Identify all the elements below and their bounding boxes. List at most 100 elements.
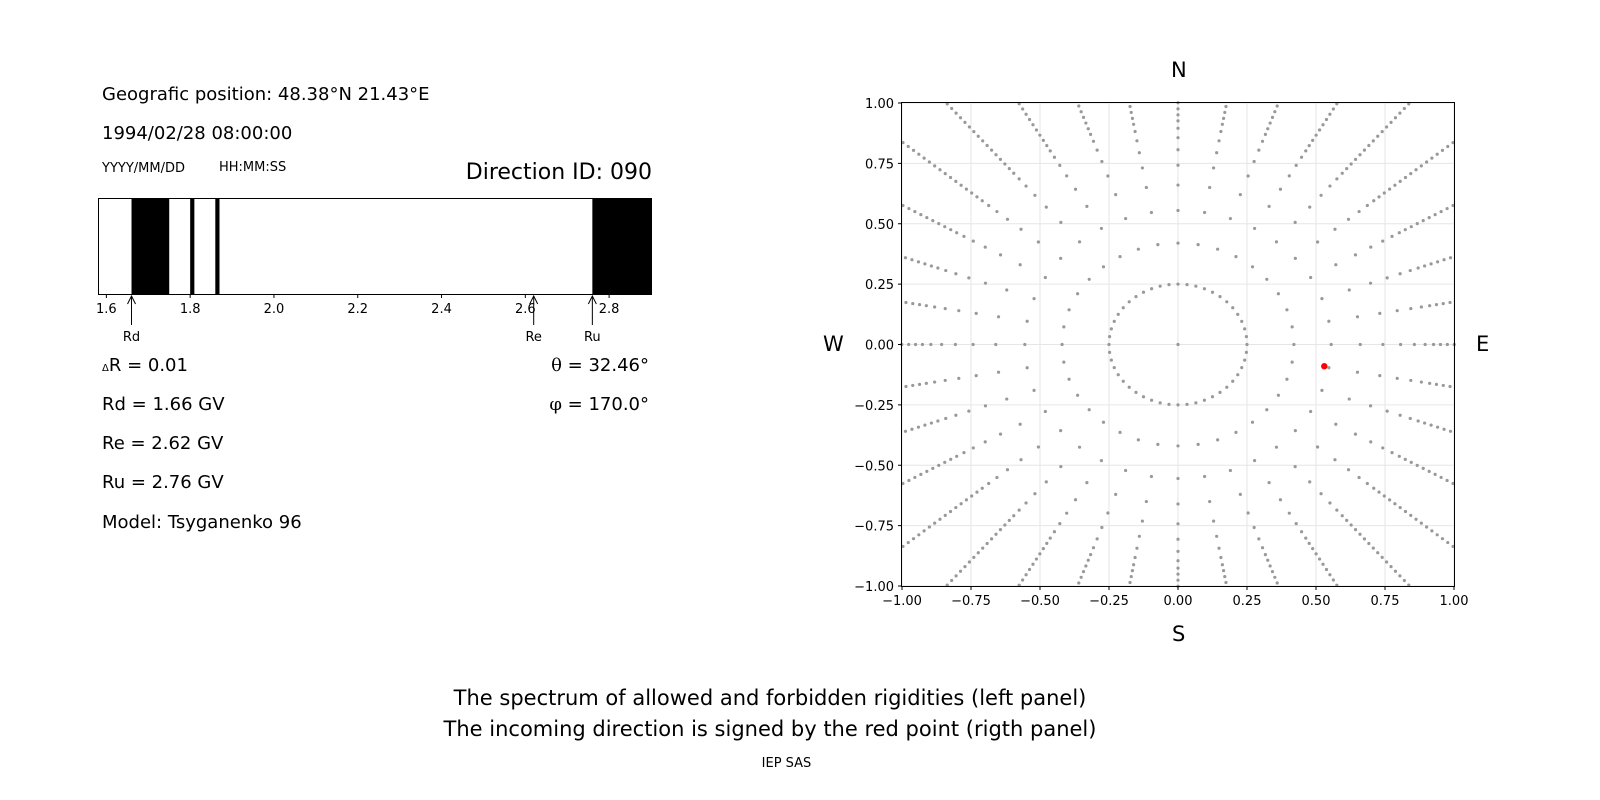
grid-point — [1425, 525, 1429, 529]
grid-point — [1021, 578, 1025, 582]
grid-point — [1266, 558, 1270, 562]
grid-point — [970, 191, 974, 195]
grid-point — [989, 537, 994, 541]
marker-label: Rd — [123, 330, 140, 345]
grid-point — [1034, 128, 1039, 132]
grid-point — [1224, 104, 1228, 109]
marker-label: Re — [525, 330, 541, 345]
grid-point — [937, 463, 941, 467]
rd-value: Rd = 1.66 GV — [102, 394, 225, 415]
caption-line-1: The spectrum of allowed and forbidden ri… — [453, 686, 1087, 710]
grid-point — [1109, 327, 1113, 331]
grid-point — [1257, 148, 1261, 152]
grid-point — [1407, 102, 1411, 106]
grid-point — [901, 481, 905, 486]
grid-point — [957, 376, 961, 380]
grid-point — [1268, 564, 1272, 568]
grid-point — [1176, 119, 1180, 123]
grid-point — [1024, 184, 1028, 188]
grid-point — [981, 546, 985, 550]
grid-point — [1278, 187, 1283, 191]
grid-point — [943, 460, 947, 464]
grid-point — [1398, 413, 1402, 417]
grid-point — [1130, 116, 1135, 120]
grid-point — [1250, 265, 1255, 269]
grid-point — [1118, 255, 1122, 259]
grid-point — [1136, 438, 1140, 442]
grid-point — [1114, 193, 1118, 197]
grid-point — [1368, 281, 1373, 285]
grid-point — [922, 156, 926, 160]
grid-point — [1409, 378, 1413, 383]
grid-point — [916, 260, 921, 264]
grid-point — [1308, 205, 1312, 209]
grid-point — [1176, 572, 1180, 576]
grid-point — [1067, 308, 1071, 312]
grid-point — [901, 140, 905, 145]
grid-point — [1252, 525, 1256, 530]
grid-point — [1087, 277, 1091, 281]
forbidden-band — [131, 198, 170, 294]
grid-point — [1358, 532, 1362, 536]
grid-point — [1228, 468, 1232, 473]
grid-point — [1304, 149, 1308, 153]
grid-point — [903, 256, 908, 260]
x-tick-label: 1.00 — [1440, 594, 1469, 609]
phi-value: φ = 170.0° — [549, 394, 649, 415]
grid-point — [1421, 466, 1425, 470]
y-tick-label: 0.25 — [865, 278, 894, 293]
grid-point — [1086, 558, 1090, 562]
grid-point — [1357, 209, 1361, 214]
grid-point — [949, 457, 953, 461]
grid-point — [1445, 478, 1449, 483]
grid-point — [1388, 187, 1392, 191]
grid-point — [1124, 468, 1128, 473]
grid-point — [983, 404, 988, 408]
grid-point — [945, 583, 949, 587]
grid-point — [1349, 523, 1353, 527]
grid-point — [1439, 209, 1443, 214]
grid-point — [1246, 511, 1250, 515]
grid-point — [1045, 144, 1049, 148]
grid-point — [1316, 240, 1320, 244]
grid-point — [925, 216, 929, 220]
grid-point — [1362, 537, 1367, 541]
grid-point — [1211, 166, 1216, 170]
grid-point — [1017, 177, 1021, 181]
grid-point — [1380, 555, 1384, 560]
grid-point — [1202, 210, 1207, 215]
grid-point — [1048, 536, 1052, 540]
grid-point — [1210, 290, 1215, 294]
grid-point — [901, 203, 905, 208]
grid-point — [1149, 474, 1154, 479]
grid-point — [1176, 549, 1180, 553]
grid-point — [1019, 458, 1023, 462]
grid-point — [1084, 121, 1088, 125]
grid-point — [1024, 112, 1028, 116]
grid-point — [1434, 303, 1439, 307]
grid-point — [1132, 563, 1136, 567]
grid-point — [919, 472, 923, 477]
grid-point — [1114, 492, 1118, 496]
grid-point — [1176, 444, 1180, 448]
grid-point — [994, 153, 998, 157]
forbidden-band — [592, 198, 651, 294]
grid-point — [1132, 122, 1136, 126]
grid-point — [1223, 110, 1227, 115]
grid-point — [1081, 115, 1086, 119]
grid-point — [1023, 342, 1027, 347]
grid-point — [1267, 480, 1271, 485]
grid-point — [1328, 184, 1332, 188]
grid-point — [1149, 287, 1154, 291]
rigidity-spectrum-chart: 1.6 1.8 2.0 2.2 2.4 2.6 2.8 Rd Re Ru — [96, 198, 652, 345]
grid-point — [967, 560, 971, 564]
grid-point — [1311, 546, 1315, 551]
grid-point — [1285, 308, 1289, 312]
grid-point — [1005, 397, 1009, 401]
grid-point — [1265, 277, 1269, 281]
grid-point — [1362, 148, 1367, 152]
grid-point — [954, 574, 958, 578]
grid-point — [950, 578, 954, 583]
grid-point — [1307, 144, 1311, 148]
grid-point — [1446, 540, 1450, 545]
